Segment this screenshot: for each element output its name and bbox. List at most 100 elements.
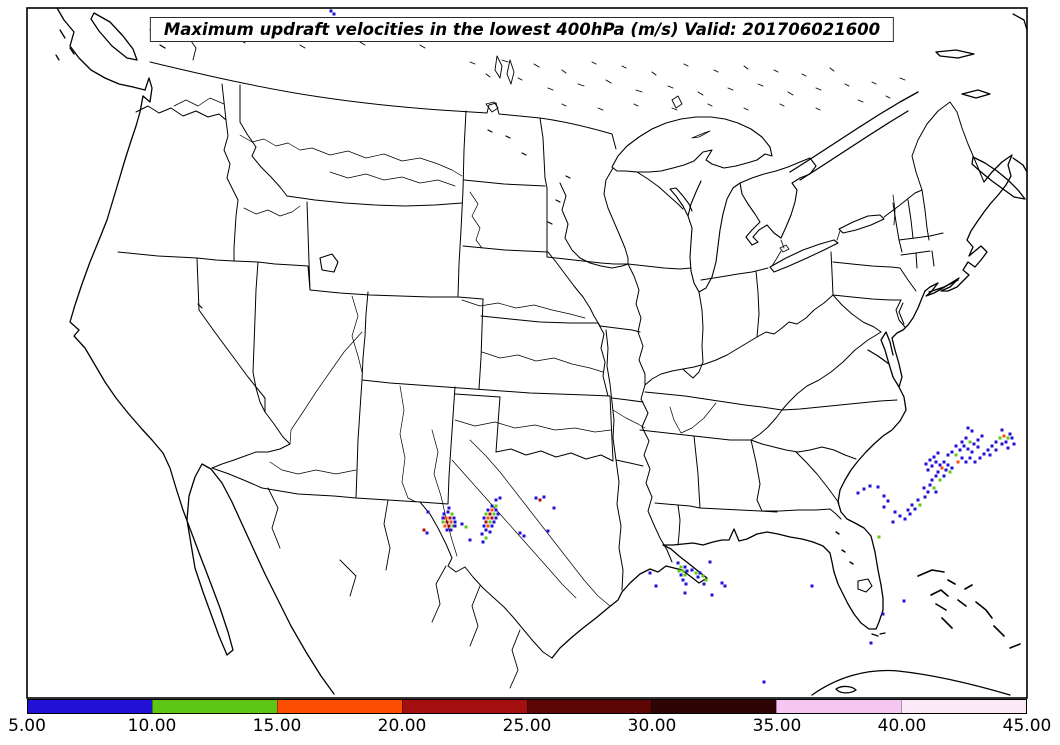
mt-wy-45n bbox=[286, 195, 463, 207]
nh-me-border bbox=[921, 189, 930, 241]
lake-tahoe bbox=[197, 303, 203, 309]
colorbar-tick-label: 45.00 bbox=[1002, 716, 1052, 736]
yellowstone-river bbox=[329, 171, 456, 187]
green-bay bbox=[669, 187, 693, 217]
columbia-river bbox=[173, 97, 225, 107]
va-nc-border bbox=[781, 399, 898, 411]
colorbar-tick-label: 40.00 bbox=[877, 716, 927, 736]
colorbar-tick-label: 20.00 bbox=[377, 716, 427, 736]
great-salt-lake bbox=[319, 253, 339, 273]
colorado-river-border bbox=[211, 411, 291, 469]
wi-il-border bbox=[627, 263, 692, 270]
ut-co-border bbox=[361, 291, 369, 381]
ok-east-border bbox=[609, 395, 614, 461]
ia-mo-border bbox=[599, 325, 641, 333]
al-ga-border bbox=[750, 439, 763, 512]
state-borders bbox=[117, 61, 985, 659]
potomac-inlet bbox=[867, 349, 890, 365]
brazos-river bbox=[469, 439, 611, 607]
colorbar-segment bbox=[901, 700, 1026, 713]
mississippi-river bbox=[559, 182, 673, 563]
co-east-border bbox=[478, 298, 484, 390]
gulf-st-lawrence-islands bbox=[935, 13, 1028, 99]
tn-ky-border bbox=[644, 391, 783, 411]
lake-huron bbox=[739, 157, 817, 246]
maine-borders bbox=[911, 101, 985, 191]
ga-fl-border bbox=[761, 508, 842, 520]
nm-tx-border bbox=[419, 386, 456, 505]
cluster-atlantic-offshore-band bbox=[868, 426, 1016, 524]
lake-superior bbox=[611, 116, 773, 173]
tennessee-river bbox=[669, 402, 717, 434]
mn-wi-border bbox=[603, 167, 629, 265]
wi-mi-border bbox=[636, 171, 684, 210]
nv-ut-border bbox=[252, 261, 266, 413]
colorbar-segment bbox=[526, 700, 652, 713]
or-id-border bbox=[223, 119, 239, 262]
bahamas bbox=[917, 569, 1021, 649]
colorbar-tick-labels: 5.00 10.00 15.00 20.00 25.00 30.00 35.00 40.00 4… bbox=[8, 716, 1051, 738]
colorbar-tick-label: 25.00 bbox=[502, 716, 552, 736]
colorbar-segment bbox=[401, 700, 527, 713]
colorbar-segment bbox=[276, 700, 402, 713]
colorbar-tick-label: 30.00 bbox=[627, 716, 677, 736]
parallel-37n bbox=[361, 379, 611, 397]
bc-coast bbox=[56, 7, 146, 91]
ny-vt-border bbox=[892, 202, 903, 253]
ar-la-border bbox=[615, 459, 644, 467]
florida-keys bbox=[871, 632, 886, 637]
chesapeake-bay bbox=[880, 331, 900, 388]
in-oh-border bbox=[755, 270, 760, 338]
long-island bbox=[928, 279, 959, 293]
mexico-border-west bbox=[211, 467, 421, 503]
colorbar-segment bbox=[776, 700, 902, 713]
colorado-river-tx bbox=[451, 459, 577, 599]
colorbar-segment bbox=[28, 700, 152, 713]
colorbar-tick-label: 35.00 bbox=[752, 716, 802, 736]
mo-ar-border bbox=[611, 397, 644, 403]
coastlines bbox=[55, 7, 1028, 696]
rio-grande-border bbox=[419, 501, 553, 659]
ks-mo-border bbox=[597, 322, 609, 397]
pa-md-border bbox=[832, 294, 902, 301]
plot-title: Maximum updraft velocities in the lowest… bbox=[149, 17, 895, 42]
potomac-border bbox=[832, 294, 882, 333]
ga-sc-border bbox=[795, 451, 840, 504]
mn-small-lakes bbox=[487, 129, 571, 225]
colorbar-segment bbox=[151, 700, 277, 713]
tn-nc-border bbox=[750, 409, 783, 441]
canada-lakes-speckles bbox=[469, 59, 906, 111]
ok-panhandle bbox=[454, 393, 501, 453]
mt-wy-east-border bbox=[457, 110, 467, 297]
pecos-river bbox=[431, 429, 458, 557]
nc-sc-border bbox=[750, 439, 857, 460]
vancouver-island bbox=[90, 12, 138, 61]
mn-ia-border bbox=[546, 256, 629, 265]
st-lawrence-river bbox=[789, 91, 919, 181]
oh-pa-border bbox=[830, 251, 834, 296]
vt-nh-border bbox=[907, 199, 914, 239]
cluster-central-texas bbox=[422, 495, 556, 544]
ar-west-border bbox=[611, 401, 617, 461]
tx-la-border bbox=[615, 459, 624, 591]
snake-river bbox=[243, 205, 301, 217]
mexico-interior-lines bbox=[267, 487, 521, 689]
arkansas-river bbox=[481, 351, 646, 429]
mn-west-border bbox=[539, 117, 548, 258]
ny-canada-border bbox=[883, 189, 923, 218]
nd-sd-border bbox=[463, 179, 546, 187]
gila-river bbox=[269, 461, 357, 475]
wv-va-border bbox=[781, 331, 882, 411]
colorbar-tick-label: 10.00 bbox=[127, 716, 177, 736]
lake-okeechobee bbox=[857, 578, 873, 593]
canada-mexico-details bbox=[185, 24, 906, 689]
green-river-ut bbox=[351, 295, 363, 373]
pacific-coast bbox=[69, 77, 335, 695]
tn-south-35n bbox=[639, 429, 752, 441]
data-speckles bbox=[329, 9, 1016, 684]
mo-west-border bbox=[605, 329, 613, 403]
colorado-river-az bbox=[289, 331, 363, 445]
florida-small-lakes bbox=[835, 531, 854, 565]
